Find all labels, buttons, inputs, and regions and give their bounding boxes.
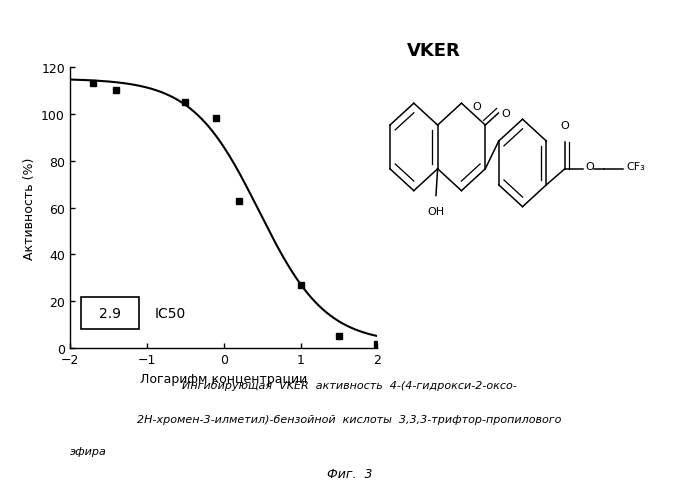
FancyBboxPatch shape (81, 297, 139, 330)
Text: O: O (561, 121, 569, 131)
Text: Ингибирующая  VKER  активность  4-(4-гидрокси-2-оксо-: Ингибирующая VKER активность 4-(4-гидрок… (182, 380, 517, 390)
Text: 2.9: 2.9 (99, 306, 121, 320)
Text: O: O (472, 102, 481, 112)
Text: O: O (585, 162, 593, 172)
Text: OH: OH (427, 207, 445, 217)
X-axis label: Логарифм концентрации: Логарифм концентрации (140, 372, 308, 385)
Y-axis label: Активность (%): Активность (%) (22, 157, 36, 259)
Text: VKER: VKER (407, 42, 460, 60)
Text: Фиг.  3: Фиг. 3 (326, 467, 373, 480)
Text: O: O (501, 109, 510, 119)
Text: IC50: IC50 (154, 306, 186, 320)
Text: CF₃: CF₃ (626, 162, 644, 172)
Text: 2Н-хромен-3-илметил)-бензойной  кислоты  3,3,3-трифтор-пропилового: 2Н-хромен-3-илметил)-бензойной кислоты 3… (137, 414, 562, 424)
Text: эфира: эфира (70, 446, 107, 456)
